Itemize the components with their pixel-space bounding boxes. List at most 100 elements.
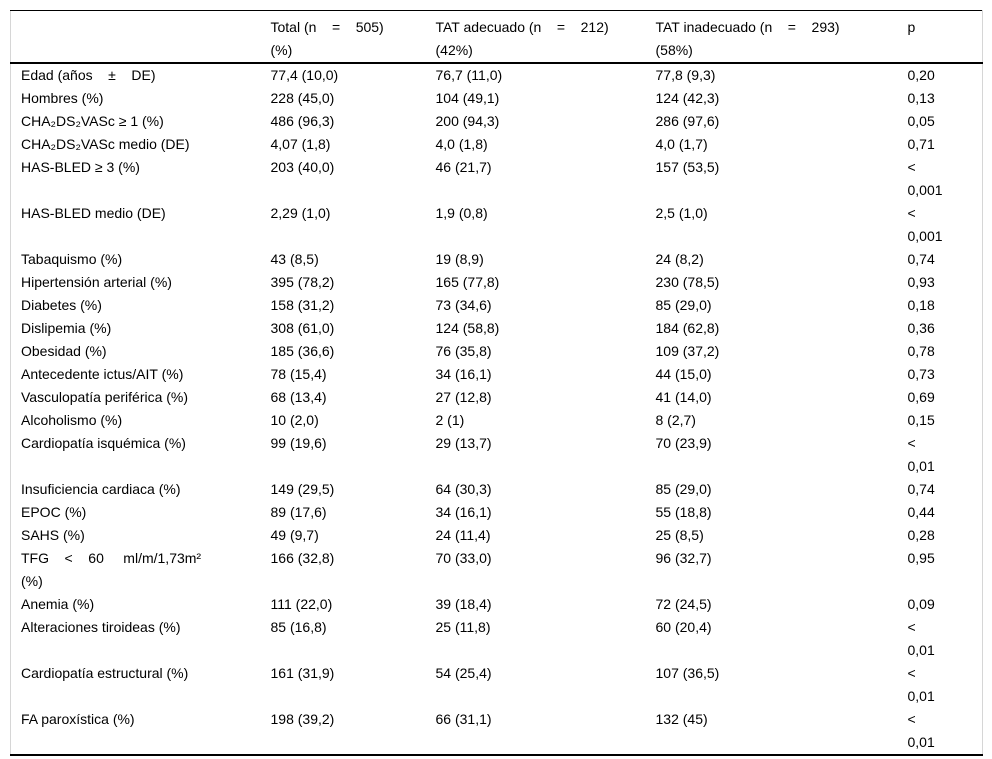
p-value-cell: 0,74 (907, 251, 935, 267)
col-header-p: p (897, 10, 983, 64)
table-row: CHA₂DS₂VASc ≥ 1 (%) 486 (96,3) 200 (94,3) 2… (11, 110, 983, 133)
row-label-cell: HAS-BLED ≥ 3 (%) (21, 159, 140, 175)
tat-adecuado-value-cell: 27 (12,8) (435, 389, 492, 405)
row-label-cell: EPOC (%) (21, 504, 87, 520)
table-row: Obesidad (%) 185 (36,6) 76 (35,8) 109 (37,2… (11, 340, 983, 363)
table-row: Dislipemia (%) 308 (61,0) 124 (58,8) 184 (6… (11, 317, 983, 340)
table-row: HAS-BLED ≥ 3 (%) 203 (40,0) 46 (21,7) 157 (… (11, 156, 983, 202)
tat-adecuado-value-cell: 54 (25,4) (435, 665, 492, 681)
total-value-cell: 10 (2,0) (270, 412, 319, 428)
p-value-cell: 0,13 (907, 90, 935, 106)
tat-inadecuado-value-cell: 107 (36,5) (655, 665, 720, 681)
tat-inadecuado-value-cell: 25 (8,5) (655, 527, 704, 543)
tat-inadecuado-value-cell: 85 (29,0) (655, 481, 712, 497)
tat-inadecuado-value-cell: 230 (78,5) (655, 274, 720, 290)
table-row: Tabaquismo (%) 43 (8,5) 19 (8,9) 24 (8,2) 0,… (11, 248, 983, 271)
total-value-cell: 203 (40,0) (270, 159, 335, 175)
tat-adecuado-value-cell: 200 (94,3) (435, 113, 500, 129)
tat-adecuado-value-cell: 124 (58,8) (435, 320, 500, 336)
p-value-cell: < 0,01 (907, 711, 935, 750)
table-row: Edad (años ± DE) 77,4 (10,0) 76,7 (11,0) 77… (11, 63, 983, 87)
tat-adecuado-value-cell: 39 (18,4) (435, 596, 492, 612)
p-value-cell: 0,78 (907, 343, 935, 359)
tat-adecuado-value-cell: 70 (33,0) (435, 550, 492, 566)
row-label-cell: Insuficiencia cardiaca (%) (21, 481, 181, 497)
p-value-cell: 0,71 (907, 136, 935, 152)
row-label-cell: Edad (años ± DE) (21, 67, 156, 83)
tat-adecuado-value-cell: 76 (35,8) (435, 343, 492, 359)
tat-adecuado-value-cell: 73 (34,6) (435, 297, 492, 313)
tat-inadecuado-value-cell: 286 (97,6) (655, 113, 720, 129)
tat-inadecuado-value-cell: 96 (32,7) (655, 550, 712, 566)
table-row: EPOC (%) 89 (17,6) 34 (16,1) 55 (18,8) 0,44 (11, 501, 983, 524)
col-header-tat-adecuado: TAT adecuado (n = 212) (42%) (425, 10, 646, 64)
tat-inadecuado-value-cell: 184 (62,8) (655, 320, 720, 336)
row-label-cell: CHA₂DS₂VASc medio (DE) (21, 136, 190, 152)
tat-adecuado-value-cell: 4,0 (1,8) (435, 136, 488, 152)
row-label-cell: Cardiopatía isquémica (%) (21, 435, 186, 451)
row-label-cell: FA paroxística (%) (21, 711, 135, 727)
table-row: FA paroxística (%) 198 (39,2) 66 (31,1) 132… (11, 708, 983, 755)
tat-adecuado-value-cell: 76,7 (11,0) (435, 67, 503, 83)
tat-adecuado-value-cell: 34 (16,1) (435, 366, 492, 382)
table-row: TFG < 60 ml/m/1,73m² (%) 166 (32,8) 70 (33… (11, 547, 983, 593)
p-value-cell: 0,44 (907, 504, 935, 520)
tat-adecuado-value-cell: 24 (11,4) (435, 527, 491, 543)
total-value-cell: 161 (31,9) (270, 665, 335, 681)
row-label-cell: CHA₂DS₂VASc ≥ 1 (%) (21, 113, 164, 129)
tat-inadecuado-value-cell: 132 (45) (655, 711, 708, 727)
p-value-cell: 0,20 (907, 67, 935, 83)
row-label-cell: Cardiopatía estructural (%) (21, 665, 189, 681)
row-label-cell: Tabaquismo (%) (21, 251, 123, 267)
header-row: Total (n = 505) (%) TAT adecuado (n = 21… (10, 10, 983, 64)
p-value-cell: < 0,01 (907, 435, 935, 474)
total-value-cell: 185 (36,6) (270, 343, 335, 359)
tat-adecuado-value-cell: 104 (49,1) (435, 90, 500, 106)
total-value-cell: 77,4 (10,0) (270, 67, 339, 83)
p-value-cell: < 0,001 (907, 205, 943, 244)
col-header-tat-inadecuado: TAT inadecuado (n = 293) (58%) (645, 10, 898, 64)
p-value-cell: < 0,01 (907, 619, 935, 658)
table-row: Hombres (%) 228 (45,0) 104 (49,1) 124 (42,3… (11, 87, 983, 110)
tat-inadecuado-value-cell: 41 (14,0) (655, 389, 712, 405)
table-row: SAHS (%) 49 (9,7) 24 (11,4) 25 (8,5) 0,28 (11, 524, 983, 547)
table-row: Vasculopatía periférica (%) 68 (13,4) 27 (… (11, 386, 983, 409)
p-value-cell: 0,73 (907, 366, 935, 382)
table-row: Diabetes (%) 158 (31,2) 73 (34,6) 85 (29,0)… (11, 294, 983, 317)
row-label-cell: Obesidad (%) (21, 343, 107, 359)
p-value-cell: 0,15 (907, 412, 935, 428)
col-header-empty (10, 10, 261, 64)
tat-adecuado-value-cell: 2 (1) (435, 412, 465, 428)
p-value-cell: < 0,001 (907, 159, 943, 198)
table-row: Cardiopatía isquémica (%) 99 (19,6) 29 (13… (11, 432, 983, 478)
tat-inadecuado-value-cell: 60 (20,4) (655, 619, 712, 635)
table-row: Anemia (%) 111 (22,0) 39 (18,4) 72 (24,5) 0,… (11, 593, 983, 616)
tat-inadecuado-value-cell: 72 (24,5) (655, 596, 712, 612)
tat-adecuado-value-cell: 165 (77,8) (435, 274, 500, 290)
total-value-cell: 4,07 (1,8) (270, 136, 331, 152)
tat-adecuado-value-cell: 19 (8,9) (435, 251, 484, 267)
row-label-cell: Hombres (%) (21, 90, 104, 106)
row-label-cell: Dislipemia (%) (21, 320, 112, 336)
row-label-cell: SAHS (%) (21, 527, 85, 543)
row-label-cell: Alcoholismo (%) (21, 412, 123, 428)
total-value-cell: 395 (78,2) (270, 274, 335, 290)
tat-inadecuado-value-cell: 4,0 (1,7) (655, 136, 708, 152)
total-value-cell: 85 (16,8) (270, 619, 327, 635)
total-value-cell: 158 (31,2) (270, 297, 335, 313)
p-value-cell: 0,28 (907, 527, 935, 543)
comparison-table: Total (n = 505) (%) TAT adecuado (n = 21… (10, 10, 983, 756)
p-value-cell: 0,74 (907, 481, 935, 497)
total-value-cell: 486 (96,3) (270, 113, 335, 129)
row-label-cell: TFG < 60 ml/m/1,73m² (%) (21, 550, 202, 589)
tat-inadecuado-value-cell: 55 (18,8) (655, 504, 712, 520)
tat-inadecuado-value-cell: 124 (42,3) (655, 90, 720, 106)
tat-inadecuado-value-cell: 157 (53,5) (655, 159, 720, 175)
table-row: Insuficiencia cardiaca (%) 149 (29,5) 64 (… (11, 478, 983, 501)
tat-inadecuado-value-cell: 44 (15,0) (655, 366, 712, 382)
tat-adecuado-value-cell: 1,9 (0,8) (435, 205, 488, 221)
table-row: Alcoholismo (%) 10 (2,0) 2 (1) 8 (2,7) 0,15 (11, 409, 983, 432)
tat-inadecuado-value-cell: 85 (29,0) (655, 297, 712, 313)
total-value-cell: 198 (39,2) (270, 711, 335, 727)
tat-inadecuado-value-cell: 109 (37,2) (655, 343, 720, 359)
